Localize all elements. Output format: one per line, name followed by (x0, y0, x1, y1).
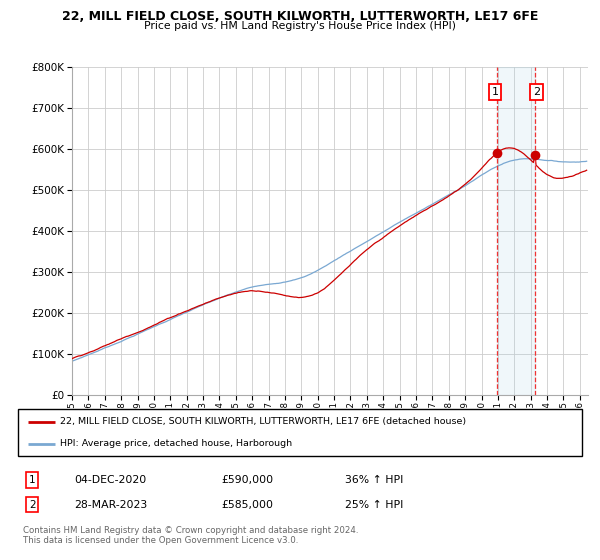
Text: 1: 1 (29, 475, 35, 485)
Text: Contains HM Land Registry data © Crown copyright and database right 2024.
This d: Contains HM Land Registry data © Crown c… (23, 525, 358, 545)
Text: 36% ↑ HPI: 36% ↑ HPI (345, 475, 403, 485)
Text: Price paid vs. HM Land Registry's House Price Index (HPI): Price paid vs. HM Land Registry's House … (144, 21, 456, 31)
Text: £585,000: £585,000 (221, 500, 273, 510)
Text: £590,000: £590,000 (221, 475, 273, 485)
Bar (497, 67, 535, 395)
Text: 2: 2 (29, 500, 35, 510)
Text: 28-MAR-2023: 28-MAR-2023 (74, 500, 148, 510)
Text: 22, MILL FIELD CLOSE, SOUTH KILWORTH, LUTTERWORTH, LE17 6FE (detached house): 22, MILL FIELD CLOSE, SOUTH KILWORTH, LU… (60, 417, 466, 426)
Text: 2: 2 (533, 87, 540, 97)
Text: 1: 1 (491, 87, 499, 97)
Text: 25% ↑ HPI: 25% ↑ HPI (345, 500, 403, 510)
Text: HPI: Average price, detached house, Harborough: HPI: Average price, detached house, Harb… (60, 439, 292, 448)
Text: 04-DEC-2020: 04-DEC-2020 (74, 475, 146, 485)
Text: 22, MILL FIELD CLOSE, SOUTH KILWORTH, LUTTERWORTH, LE17 6FE: 22, MILL FIELD CLOSE, SOUTH KILWORTH, LU… (62, 10, 538, 23)
